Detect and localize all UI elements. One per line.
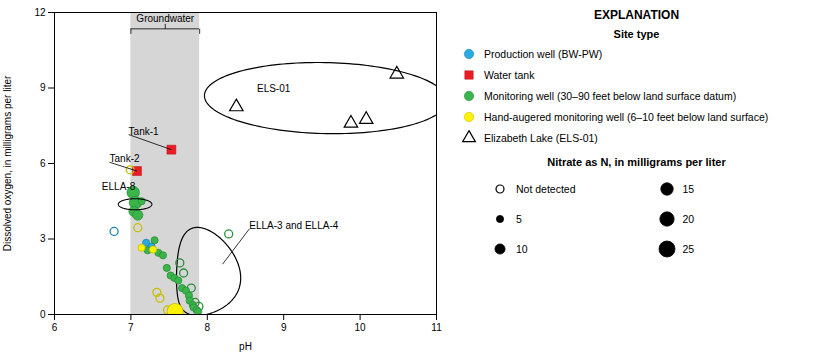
html-text:25: 25 bbox=[682, 243, 695, 255]
svg-text:6: 6 bbox=[40, 158, 46, 169]
svg-text:Tank-1: Tank-1 bbox=[129, 126, 159, 137]
html-text:Site type: Site type bbox=[613, 28, 660, 40]
html-text:10: 10 bbox=[516, 243, 528, 255]
svg-text:pH: pH bbox=[239, 341, 252, 352]
html-text:Nitrate as N, in milligrams pe: Nitrate as N, in milligrams per liter bbox=[547, 156, 726, 168]
html-text:20: 20 bbox=[682, 213, 695, 225]
svg-text:Dissolved oxygen, in milligram: Dissolved oxygen, in milligrams per lite… bbox=[2, 75, 13, 251]
svg-text:Tank-2: Tank-2 bbox=[110, 153, 140, 164]
html-text:EXPLANATION: EXPLANATION bbox=[593, 8, 680, 22]
html-text:5: 5 bbox=[516, 213, 522, 225]
svg-text:ELLA-3 and ELLA-4: ELLA-3 and ELLA-4 bbox=[249, 220, 338, 231]
svg-text:10: 10 bbox=[355, 322, 367, 333]
svg-text:ELLA-8: ELLA-8 bbox=[102, 181, 136, 192]
svg-text:6: 6 bbox=[52, 322, 58, 333]
html-text:15: 15 bbox=[682, 183, 695, 195]
svg-text:3: 3 bbox=[40, 233, 46, 244]
svg-text:9: 9 bbox=[281, 322, 287, 333]
svg-text:ELS-01: ELS-01 bbox=[257, 83, 291, 94]
html-text:Elizabeth Lake (ELS-01): Elizabeth Lake (ELS-01) bbox=[484, 132, 598, 144]
svg-text:11: 11 bbox=[431, 322, 442, 333]
html-text:Not detected: Not detected bbox=[516, 183, 576, 195]
html-text:Water tank: Water tank bbox=[484, 69, 535, 81]
svg-text:7: 7 bbox=[128, 322, 134, 333]
svg-text:8: 8 bbox=[205, 322, 211, 333]
svg-text:0: 0 bbox=[40, 309, 46, 320]
svg-text:12: 12 bbox=[34, 7, 46, 18]
svg-text:Groundwater: Groundwater bbox=[136, 13, 194, 24]
svg-text:9: 9 bbox=[40, 82, 46, 93]
html-text:Monitoring well (30–90 feet be: Monitoring well (30–90 feet below land s… bbox=[484, 90, 737, 102]
html-text:Production well (BW-PW): Production well (BW-PW) bbox=[484, 48, 603, 60]
html-text:Hand-augered monitoring well (: Hand-augered monitoring well (6–10 feet … bbox=[484, 111, 769, 123]
